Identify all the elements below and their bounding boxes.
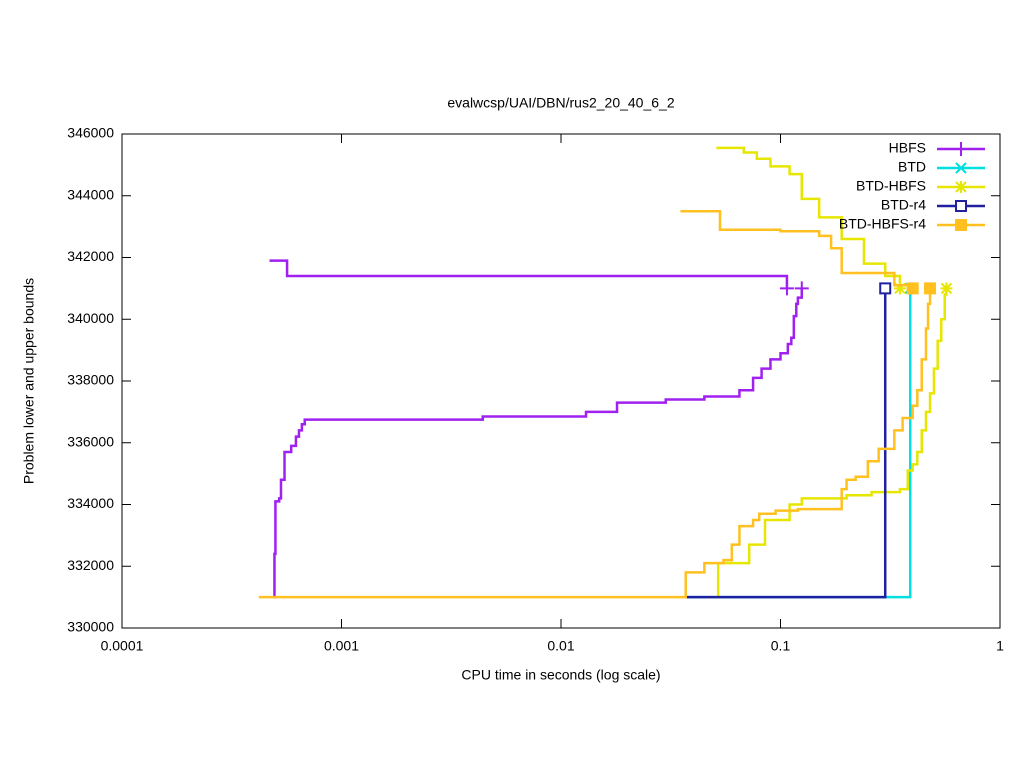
x-tick-label: 0.001 [324,638,359,654]
series-line [269,259,804,599]
legend-marker [955,219,967,231]
y-tick-label: 336000 [67,433,114,449]
y-tick-label: 342000 [67,248,114,264]
legend-label: BTD [898,159,926,175]
point-marker [924,282,937,295]
legend-marker [955,162,967,174]
y-tick-label: 330000 [67,619,114,635]
point-marker [794,281,809,296]
legend-marker [955,200,967,212]
y-axis-label: Problem lower and upper bounds [21,278,37,484]
y-tick-label: 346000 [67,125,114,141]
x-tick-label: 0.0001 [101,638,144,654]
legend-label: BTD-r4 [881,197,926,213]
x-tick-label: 0.01 [547,638,574,654]
x-tick-label: 0.1 [771,638,791,654]
point-marker [893,282,906,295]
point-marker [906,282,919,295]
legend-label: BTD-HBFS-r4 [839,216,926,232]
point-marker [940,282,953,295]
y-tick-label: 340000 [67,310,114,326]
legend-marker [954,142,968,156]
series-line [258,209,932,599]
x-tick-label: 1 [996,638,1004,654]
series-line [685,288,887,599]
x-axis-label: CPU time in seconds (log scale) [461,667,660,683]
point-marker [779,281,794,296]
point-marker [879,282,892,295]
y-tick-label: 344000 [67,186,114,202]
y-tick-label: 332000 [67,557,114,573]
legend-label: BTD-HBFS [856,178,926,194]
y-tick-label: 338000 [67,372,114,388]
y-tick-label: 334000 [67,495,114,511]
legend-marker [955,181,967,193]
chart-title: evalwcsp/UAI/DBN/rus2_20_40_6_2 [447,95,674,111]
legend-label: HBFS [889,140,926,156]
series-line [716,146,948,598]
